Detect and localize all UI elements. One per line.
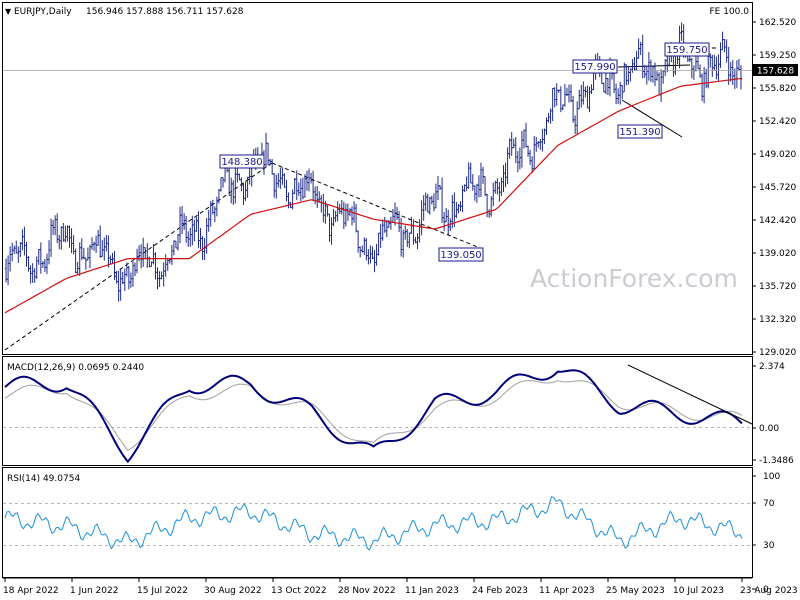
price-bars xyxy=(4,22,743,302)
time-tick-label: 15 Jul 2022 xyxy=(137,586,188,596)
price-tick-label: 132.320 xyxy=(759,315,796,325)
annotation-label: 139.050 xyxy=(440,250,481,261)
rsi-axis[interactable]: 100 70 30 0 xyxy=(752,472,780,595)
current-price-box xyxy=(753,64,798,76)
price-tick-label: 129.020 xyxy=(759,348,796,358)
time-tick-label: 11 Jan 2023 xyxy=(405,586,459,596)
chart-title: EURJPY,Daily xyxy=(14,7,72,17)
price-axis[interactable]: 162.520 159.250 155.820 152.420 149.020 145.7… xyxy=(752,18,796,358)
time-tick-label: 30 Aug 2022 xyxy=(204,586,262,596)
time-axis[interactable]: 18 Apr 2022 1 Jun 2022 15 Jul 2022 30 Aug 2… xyxy=(2,577,798,596)
time-tick-label: 10 Jul 2023 xyxy=(673,586,724,596)
rsi-line xyxy=(4,496,743,551)
price-annotation[interactable]: 139.050 xyxy=(438,247,484,262)
rsi-tick-label: 70 xyxy=(763,499,775,509)
current-price-label: 157.628 xyxy=(757,67,794,77)
time-tick-label: 28 Nov 2022 xyxy=(338,586,396,596)
time-tick-label: 24 Feb 2023 xyxy=(472,586,528,596)
rsi-tick-label: 30 xyxy=(763,541,775,551)
price-tick-label: 152.420 xyxy=(759,117,796,127)
annotations: 148.380 139.050 157.990 159.750 151.390 xyxy=(219,42,710,262)
time-tick-label: 23 Aug 2023 xyxy=(740,586,798,596)
annotation-label: 151.390 xyxy=(619,127,660,138)
ohlc-values: 156.946 157.888 156.711 157.628 xyxy=(86,7,244,17)
fe-label: FE 100.0 xyxy=(710,7,750,17)
annotation-box xyxy=(572,59,618,74)
price-tick-label: 155.820 xyxy=(759,84,796,94)
annotation-box xyxy=(438,247,484,262)
macd-panel[interactable] xyxy=(2,356,753,466)
annotation-box xyxy=(664,42,710,57)
macd-label: MACD(12,26,9) 0.0695 0.2440 xyxy=(7,363,144,373)
symbol-dropdown-icon[interactable]: ▼ xyxy=(5,7,12,16)
rsi-tick-label: 0 xyxy=(763,585,769,595)
macd-tick-label: 2.374 xyxy=(759,362,785,372)
macd-trendline xyxy=(627,364,753,425)
price-panel[interactable] xyxy=(2,2,753,355)
price-tick-label: 159.250 xyxy=(759,51,796,61)
watermark-text: ActionForex.com xyxy=(530,264,738,293)
trendline xyxy=(617,64,691,68)
price-annotation[interactable]: 159.750 xyxy=(664,42,710,57)
macd-tick-label: 0.00 xyxy=(759,424,779,434)
annotation-box xyxy=(617,124,663,139)
time-tick-label: 13 Oct 2022 xyxy=(271,586,327,596)
macd-signal-line xyxy=(4,380,743,452)
time-tick-label: 11 Apr 2023 xyxy=(539,586,595,596)
time-tick-label: 18 Apr 2022 xyxy=(3,586,59,596)
time-tick-label: 25 May 2023 xyxy=(606,586,665,596)
price-tick-label: 145.720 xyxy=(759,183,796,193)
annotation-label: 148.380 xyxy=(221,157,262,168)
price-annotation[interactable]: 151.390 xyxy=(617,124,663,139)
rsi-label: RSI(14) 49.0754 xyxy=(7,474,80,484)
macd-line xyxy=(4,369,743,464)
rsi-tick-label: 100 xyxy=(763,472,780,482)
macd-tick-label: -1.3486 xyxy=(759,456,794,466)
price-annotation[interactable]: 148.380 xyxy=(219,154,265,169)
time-tick-label: 1 Jun 2022 xyxy=(70,586,118,596)
annotation-label: 157.990 xyxy=(574,62,615,73)
price-tick-label: 142.420 xyxy=(759,216,796,226)
annotation-box xyxy=(219,154,265,169)
macd-axis[interactable]: 2.374 0.00 -1.3486 xyxy=(752,362,794,466)
annotation-label: 159.750 xyxy=(666,45,707,56)
price-tick-label: 135.720 xyxy=(759,282,796,292)
price-tick-label: 149.020 xyxy=(759,150,796,160)
moving-average-line xyxy=(4,77,743,314)
price-annotation[interactable]: 157.990 xyxy=(572,59,618,74)
price-tick-label: 139.020 xyxy=(759,249,796,259)
rsi-panel[interactable] xyxy=(2,467,753,578)
price-tick-label: 162.520 xyxy=(759,18,796,28)
